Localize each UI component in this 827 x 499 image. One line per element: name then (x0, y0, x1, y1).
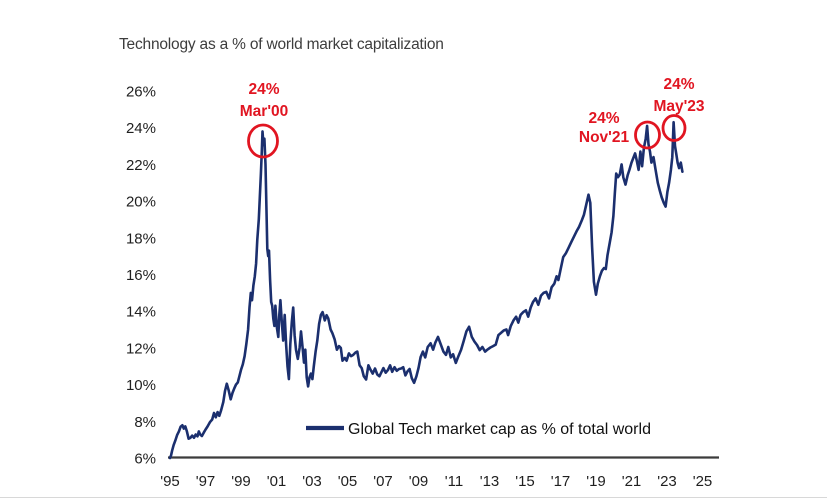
peak-value-label: 24% (663, 76, 694, 93)
x-tick-label: '97 (196, 473, 216, 490)
peak-circle-may23 (661, 114, 687, 142)
y-tick-label: 20% (126, 194, 156, 211)
x-tick-label: '01 (267, 473, 287, 490)
peak-circle-mar00 (247, 123, 279, 159)
window-bottom-edge (0, 497, 827, 498)
peak-value-label: 24% (588, 110, 619, 127)
y-tick-label: 22% (126, 157, 156, 174)
peak-date-label: Mar'00 (240, 103, 289, 120)
x-tick-label: '09 (409, 473, 429, 490)
x-tick-label: '95 (160, 473, 180, 490)
y-tick-label: 12% (126, 340, 156, 357)
y-tick-label: 26% (126, 84, 156, 101)
chart-title: Technology as a % of world market capita… (119, 36, 444, 53)
x-tick-label: '19 (586, 473, 606, 490)
y-tick-label: 14% (126, 304, 156, 321)
y-tick-label: 10% (126, 377, 156, 394)
x-tick-label: '23 (657, 473, 677, 490)
x-tick-label: '07 (373, 473, 393, 490)
peak-circle-nov21 (634, 120, 661, 150)
x-tick-label: '21 (622, 473, 642, 490)
peak-date-label: May'23 (653, 98, 704, 115)
peak-value-label: 24% (248, 81, 279, 98)
y-tick-label: 18% (126, 230, 156, 247)
y-tick-label: 24% (126, 120, 156, 137)
peak-date-label: Nov'21 (579, 129, 630, 146)
y-tick-label: 16% (126, 267, 156, 284)
x-tick-label: '03 (302, 473, 322, 490)
x-tick-label: '05 (338, 473, 358, 490)
y-tick-label: 8% (134, 414, 156, 431)
x-tick-label: '99 (231, 473, 251, 490)
tech-share-line (168, 120, 684, 460)
x-tick-label: '13 (480, 473, 500, 490)
y-tick-label: 6% (134, 451, 156, 468)
legend-label: Global Tech market cap as % of total wor… (348, 421, 651, 438)
x-tick-label: '25 (693, 473, 713, 490)
x-tick-label: '17 (551, 473, 571, 490)
x-tick-label: '15 (515, 473, 535, 490)
x-tick-label: '11 (445, 473, 463, 490)
